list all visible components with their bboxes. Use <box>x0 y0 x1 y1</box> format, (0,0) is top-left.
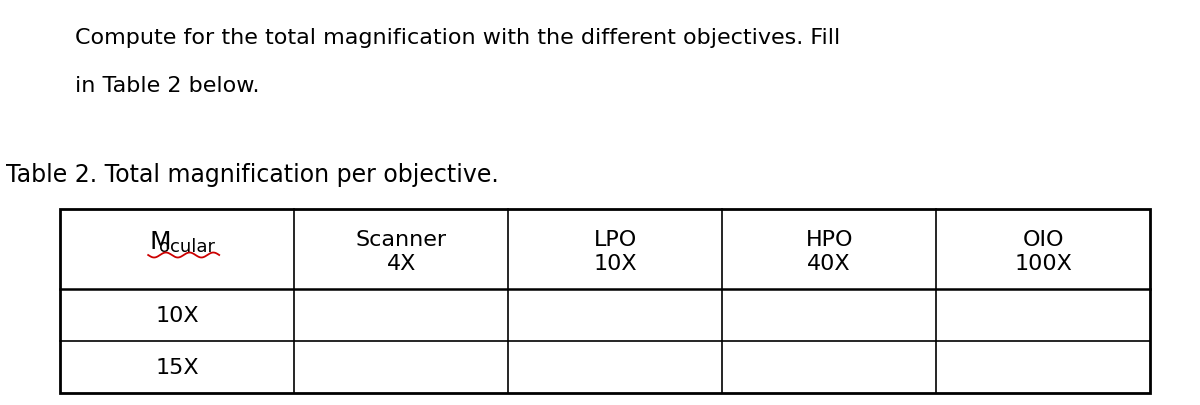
Text: Compute for the total magnification with the different objectives. Fill: Compute for the total magnification with… <box>74 28 840 48</box>
Text: HPO: HPO <box>805 230 853 249</box>
Text: 15X: 15X <box>155 357 199 377</box>
Text: ocular: ocular <box>160 237 215 256</box>
Text: in Table 2 below.: in Table 2 below. <box>74 76 259 96</box>
Text: LPO: LPO <box>594 230 637 249</box>
Bar <box>60 209 1150 393</box>
Text: Table 2. Total magnification per objective.: Table 2. Total magnification per objecti… <box>6 162 499 187</box>
Text: 4X: 4X <box>386 254 416 273</box>
Text: M: M <box>149 230 170 254</box>
Text: Scanner: Scanner <box>355 230 446 249</box>
Text: 10X: 10X <box>155 305 199 325</box>
Text: 10X: 10X <box>594 254 637 273</box>
Text: 40X: 40X <box>808 254 851 273</box>
Text: 100X: 100X <box>1014 254 1072 273</box>
Text: OIO: OIO <box>1022 230 1063 249</box>
